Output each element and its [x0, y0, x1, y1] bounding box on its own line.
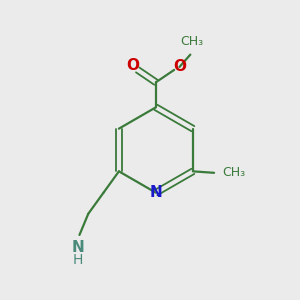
Text: N: N: [149, 185, 162, 200]
Text: N: N: [72, 240, 84, 255]
Text: CH₃: CH₃: [180, 35, 203, 48]
Text: H: H: [73, 253, 83, 267]
Text: CH₃: CH₃: [222, 166, 245, 179]
Text: O: O: [126, 58, 139, 73]
Text: O: O: [173, 59, 187, 74]
